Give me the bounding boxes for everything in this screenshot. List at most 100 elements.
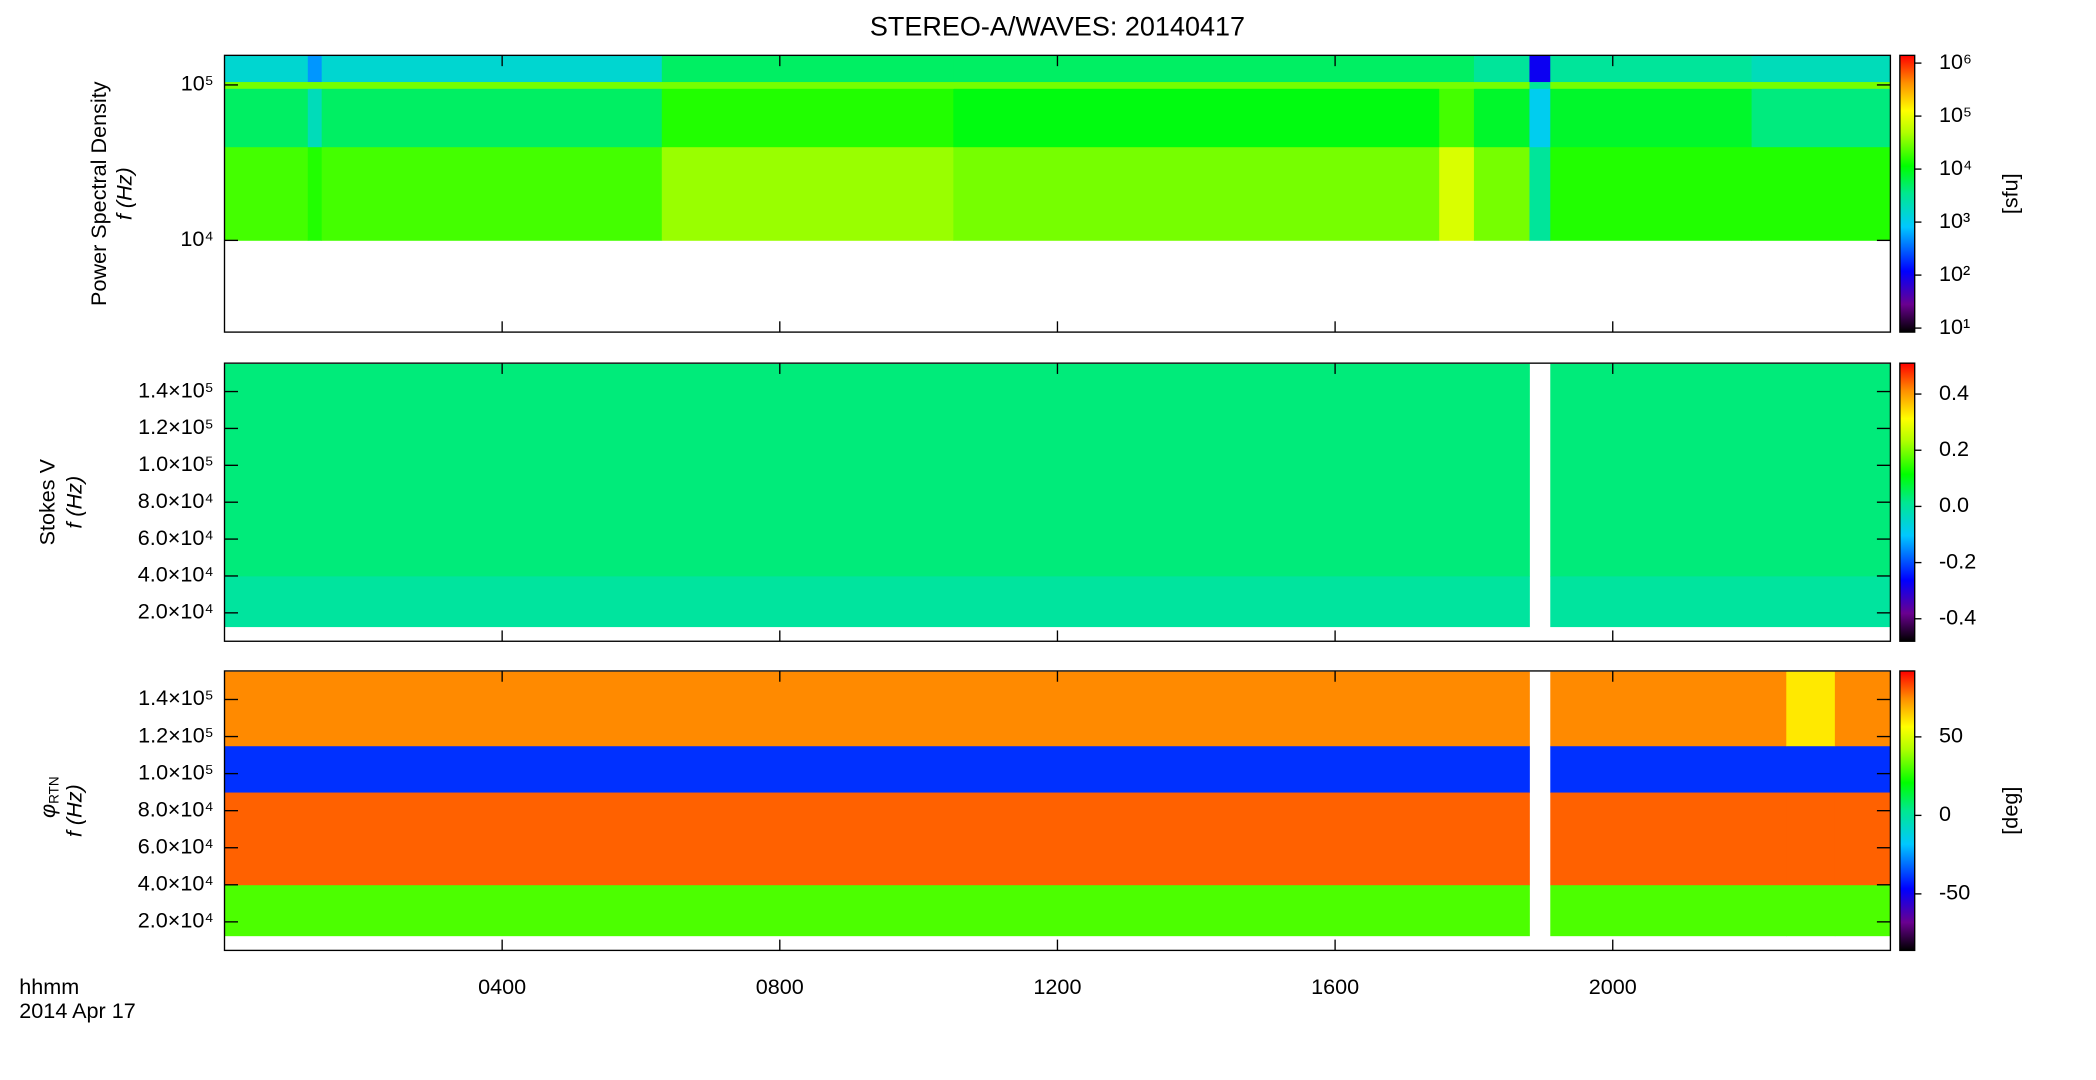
heatmap-cell <box>224 363 1530 577</box>
y-tick-label: 10⁴ <box>180 226 213 251</box>
y-tick-label: 2.0×10⁴ <box>138 599 214 624</box>
heatmap-cell <box>1439 81 1475 89</box>
heatmap-cell <box>1834 671 1891 747</box>
heatmap-cell <box>661 146 954 241</box>
heatmap-cell <box>224 81 309 89</box>
heatmap-cell <box>224 884 1530 937</box>
heatmap <box>224 363 1891 628</box>
y-tick-label: 2.0×10⁴ <box>138 908 214 933</box>
heatmap-cell <box>224 575 1530 628</box>
heatmap-cell <box>224 792 1530 886</box>
colorbar-tick-label: 0.4 <box>1939 380 1969 405</box>
colorbar-tick-label: 10⁶ <box>1939 49 1972 74</box>
colorbar-tick-label: 50 <box>1939 723 1963 748</box>
y-axis-label: f (Hz) <box>62 476 87 529</box>
colorbar-tick-label: 10⁴ <box>1939 155 1972 180</box>
chart-title: STEREO-A/WAVES: 20140417 <box>870 11 1245 41</box>
heatmap-cell <box>1786 671 1836 747</box>
colorbar-tick-label: 10⁵ <box>1939 102 1972 127</box>
y-axis-label: φRTN <box>35 776 61 818</box>
y-tick-label: 1.4×10⁵ <box>138 685 214 710</box>
x-tick-label: 0800 <box>756 974 804 999</box>
heatmap-cell <box>1550 884 1787 937</box>
y-axis-label: f (Hz) <box>62 784 87 837</box>
colorbar-label: [deg] <box>1998 787 2023 835</box>
heatmap-cell <box>1550 146 1752 241</box>
colorbar-tick-label: -0.4 <box>1939 604 1976 629</box>
heatmap-cell <box>1529 146 1551 241</box>
heatmap-cell <box>1529 88 1551 148</box>
heatmap-cell <box>1550 792 1787 886</box>
heatmap-cell <box>224 671 1530 747</box>
colorbar-tick-label: -50 <box>1939 880 1970 905</box>
y-axis-subscript: RTN <box>46 776 61 804</box>
heatmap <box>224 671 1891 937</box>
x-tick-label: 1600 <box>1311 974 1359 999</box>
heatmap-cell <box>1529 81 1551 89</box>
heatmap-cell <box>1550 55 1752 83</box>
heatmap-cell <box>1473 146 1530 241</box>
y-tick-label: 1.2×10⁵ <box>138 414 214 439</box>
x-axis-label: 2014 Apr 17 <box>19 998 135 1023</box>
heatmap-cell <box>1550 81 1752 89</box>
heatmap-cell <box>953 88 1440 148</box>
heatmap-cell <box>321 55 663 83</box>
heatmap-cell <box>1751 88 1891 148</box>
heatmap-cell <box>224 146 309 241</box>
heatmap-cell <box>1439 146 1475 241</box>
heatmap-cell <box>1786 745 1836 793</box>
heatmap-cell <box>307 146 323 241</box>
heatmap-cell <box>321 81 663 89</box>
heatmap-cell <box>1751 81 1891 89</box>
heatmap-cell <box>1473 88 1530 148</box>
y-tick-label: 8.0×10⁴ <box>138 796 214 821</box>
colorbar-tick-label: 0.0 <box>1939 492 1969 517</box>
heatmap-cell <box>321 88 663 148</box>
colorbar-tick-label: 0 <box>1939 801 1951 826</box>
colorbar <box>1899 54 1916 333</box>
heatmap-cell <box>1550 671 1787 747</box>
y-tick-label: 10⁵ <box>181 71 214 96</box>
heatmap-cell <box>661 55 954 83</box>
heatmap-cell <box>1473 81 1530 89</box>
heatmap-cell <box>307 88 323 148</box>
heatmap-cell <box>1550 363 1891 577</box>
heatmap-cell <box>1473 55 1530 83</box>
heatmap-cell <box>1529 55 1551 83</box>
heatmap-cell <box>1751 55 1891 83</box>
heatmap-cell <box>321 146 663 241</box>
heatmap-cell <box>1751 146 1891 241</box>
colorbar-label: [sfu] <box>1998 173 2023 214</box>
y-tick-label: 1.4×10⁵ <box>138 377 214 402</box>
heatmap-cell <box>661 88 954 148</box>
heatmap-cell <box>1786 884 1836 937</box>
heatmap-cell <box>661 81 954 89</box>
y-axis-label: f (Hz) <box>112 167 137 220</box>
heatmap-cell <box>307 81 323 89</box>
colorbar-tick-label: 10² <box>1939 261 1970 286</box>
y-tick-label: 8.0×10⁴ <box>138 488 214 513</box>
heatmap-cell <box>1834 792 1891 886</box>
y-tick-label: 1.2×10⁵ <box>138 722 214 747</box>
x-tick-label: 0400 <box>478 974 526 999</box>
y-tick-label: 6.0×10⁴ <box>138 525 214 550</box>
heatmap-cell <box>953 55 1440 83</box>
colorbar <box>1899 670 1916 952</box>
heatmap-cell <box>224 88 309 148</box>
heatmap-cell <box>953 146 1440 241</box>
heatmap-cell <box>1834 884 1891 937</box>
colorbar-tick-label: 0.2 <box>1939 436 1969 461</box>
heatmap-cell <box>224 745 1530 793</box>
heatmap-cell <box>1786 792 1836 886</box>
heatmap-cell <box>307 55 323 83</box>
x-axis-label: hhmm <box>19 974 79 999</box>
colorbar-tick-label: -0.2 <box>1939 548 1976 573</box>
heatmap <box>224 55 1891 241</box>
y-axis-symbol: φ <box>35 804 60 818</box>
heatmap-cell <box>1834 745 1891 793</box>
colorbar-tick-label: 10¹ <box>1939 314 1970 339</box>
x-tick-label: 2000 <box>1589 974 1637 999</box>
heatmap-cell <box>224 55 309 83</box>
y-tick-label: 6.0×10⁴ <box>138 833 214 858</box>
